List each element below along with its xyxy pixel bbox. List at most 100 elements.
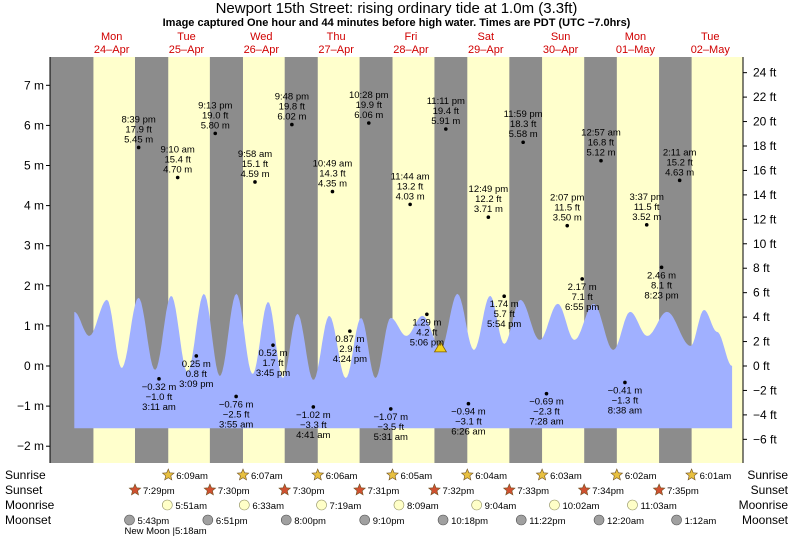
extreme-time-label: 6:55 pm	[565, 302, 599, 313]
extreme-time-label: 10:49 am	[313, 159, 353, 170]
left-tick-label: 1 m	[24, 319, 44, 333]
left-tick-label: 0 m	[24, 359, 44, 373]
day-date-label: 01–May	[616, 44, 656, 56]
extreme-point	[157, 377, 161, 381]
sunrise-icon	[610, 468, 624, 481]
row-label-left: Moonset	[5, 513, 52, 527]
moonrise-icon	[162, 499, 173, 511]
sunrise-icon	[311, 468, 325, 481]
extreme-ft-label: 15.1 ft	[242, 159, 269, 170]
extreme-m-label: 5.45 m	[124, 134, 153, 145]
sunrise-time: 6:05am	[401, 471, 433, 482]
axes: −2 m −1 m 0 m 1 m 2 m 3 m 4 m 5 m 6 m 7 m −6 ft −4 …	[17, 57, 777, 463]
extreme-ft-label: −1.0 ft	[146, 392, 173, 403]
extreme-point	[677, 178, 682, 183]
right-tick-label: 14 ft	[753, 188, 777, 202]
day-header-labels: Mon24–AprTue25–AprWed26–AprThu27–AprFri2…	[94, 31, 730, 56]
moonrise-time: 8:09am	[407, 501, 439, 512]
extreme-time-label: 8:23 pm	[644, 290, 678, 301]
extreme-ft-label: 19.8 ft	[279, 102, 306, 113]
extreme-time-label: 5:06 pm	[410, 337, 444, 348]
extreme-time-label: 7:28 am	[529, 417, 563, 428]
current-tide-marker	[433, 341, 448, 353]
right-tick-label: 8 ft	[753, 261, 770, 275]
extreme-time-label: 8:39 pm	[121, 114, 155, 125]
row-label-right: Sunset	[751, 483, 789, 497]
extreme-point	[521, 140, 525, 145]
right-tick-label: −6 ft	[753, 432, 777, 446]
right-tick-label: 4 ft	[753, 310, 770, 324]
sunset-time: 7:30pm	[293, 486, 325, 497]
right-tick-label: 20 ft	[753, 115, 777, 129]
left-tick-label: −1 m	[17, 399, 44, 413]
moonset-time: 1:12am	[685, 516, 717, 527]
sunset-icon	[203, 483, 217, 496]
extreme-point	[194, 354, 199, 358]
extreme-time-label: 12:57 am	[581, 128, 621, 139]
row-label-left: Sunset	[5, 483, 43, 497]
sunset-time: 7:29pm	[143, 486, 175, 497]
extreme-m-label: −0.76 m	[219, 399, 254, 410]
day-date-label: 30–Apr	[543, 44, 579, 56]
extreme-point	[444, 127, 448, 131]
right-tick-label: 12 ft	[753, 212, 777, 226]
extreme-time-label: 5:31 am	[374, 432, 408, 443]
extreme-ft-label: 15.4 ft	[164, 155, 191, 166]
extreme-m-label: 4.03 m	[396, 191, 425, 202]
extreme-ft-label: 4.2 ft	[416, 327, 437, 338]
moonset-time: 5:43pm	[138, 516, 170, 527]
left-tick-label: 3 m	[24, 239, 44, 253]
extreme-ft-label: 19.4 ft	[433, 106, 460, 117]
extreme-m-label: −0.41 m	[608, 385, 643, 396]
extreme-time-label: 9:10 am	[161, 145, 195, 156]
moonrise-time: 7:19am	[330, 501, 362, 512]
day-date-label: 25–Apr	[169, 44, 205, 56]
extreme-ft-label: −2.3 ft	[533, 407, 560, 418]
sunset-icon	[427, 483, 441, 496]
row-label-right: Moonrise	[739, 498, 789, 512]
moonrise-time: 10:02am	[562, 501, 599, 512]
extreme-time-label: 3:55 am	[219, 419, 253, 430]
day-name-label: Tue	[177, 31, 196, 43]
moonset-time: 9:10pm	[373, 516, 405, 527]
extreme-m-label: 1.29 m	[412, 317, 441, 328]
moonset-icon	[202, 514, 214, 526]
extreme-point	[580, 277, 584, 281]
sunset-time: 7:30pm	[218, 486, 250, 497]
extreme-m-label: 5.58 m	[509, 129, 538, 140]
extreme-point	[623, 380, 627, 385]
extreme-ft-label: 1.7 ft	[262, 358, 283, 369]
row-label-right: Moonset	[742, 513, 789, 527]
right-tick-label: 0 ft	[753, 359, 770, 373]
extreme-point	[408, 202, 412, 207]
extreme-time-label: 9:58 am	[238, 149, 272, 160]
extreme-time-label: 3:11 am	[142, 402, 176, 413]
right-tick-label: −4 ft	[753, 408, 777, 422]
extreme-ft-label: 17.9 ft	[125, 124, 152, 135]
extreme-point	[213, 131, 218, 136]
right-tick-label: 10 ft	[753, 237, 777, 251]
extreme-ft-label: 11.5 ft	[554, 203, 580, 214]
moonrise-icon	[627, 499, 638, 511]
extreme-m-label: 2.46 m	[647, 270, 676, 281]
right-tick-label: 22 ft	[753, 90, 777, 104]
chart-title: Newport 15th Street: rising ordinary tid…	[215, 0, 578, 17]
extreme-ft-label: 5.7 ft	[494, 309, 515, 320]
day-date-label: 27–Apr	[318, 44, 354, 56]
extreme-time-label: 8:38 am	[608, 405, 642, 416]
moonset-icon	[124, 514, 135, 526]
extreme-point	[486, 215, 491, 220]
day-date-label: 26–Apr	[244, 44, 280, 56]
moonset-icon	[671, 514, 682, 526]
extreme-point	[234, 394, 238, 399]
extreme-m-label: 5.80 m	[201, 120, 230, 131]
moonset-icon	[359, 514, 371, 526]
extreme-point	[599, 158, 603, 163]
day-name-label: Mon	[101, 31, 122, 43]
moonset-time: 6:51pm	[216, 516, 248, 527]
extreme-point	[175, 175, 180, 180]
extreme-ft-label: 12.2 ft	[475, 194, 502, 205]
extreme-point	[348, 329, 352, 333]
extreme-m-label: 2.17 m	[568, 282, 597, 293]
